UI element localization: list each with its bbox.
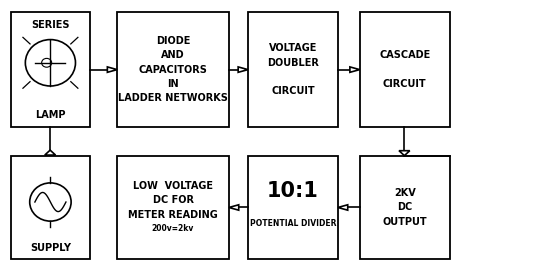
Polygon shape	[338, 205, 348, 210]
Polygon shape	[350, 67, 360, 72]
Text: 200v=2kv: 200v=2kv	[152, 224, 194, 233]
Text: CASCADE: CASCADE	[379, 51, 431, 60]
Text: CIRCUIT: CIRCUIT	[383, 79, 427, 89]
Text: DOUBLER: DOUBLER	[267, 58, 319, 67]
FancyBboxPatch shape	[360, 156, 450, 259]
Text: DC: DC	[397, 203, 412, 212]
Text: IN: IN	[167, 79, 179, 89]
Text: DIODE: DIODE	[156, 36, 190, 46]
Polygon shape	[399, 151, 410, 156]
Text: 2KV: 2KV	[394, 188, 415, 198]
Text: POTENTIAL DIVIDER: POTENTIAL DIVIDER	[250, 219, 336, 228]
FancyBboxPatch shape	[248, 12, 338, 127]
Text: OUTPUT: OUTPUT	[383, 217, 427, 227]
Polygon shape	[45, 150, 56, 155]
Text: AND: AND	[161, 51, 185, 60]
Polygon shape	[229, 205, 239, 210]
Text: DC FOR: DC FOR	[153, 195, 193, 205]
Text: LOW  VOLTAGE: LOW VOLTAGE	[133, 181, 213, 191]
FancyBboxPatch shape	[11, 156, 90, 259]
Text: LADDER NETWORKS: LADDER NETWORKS	[118, 93, 228, 103]
Text: SUPPLY: SUPPLY	[30, 242, 71, 253]
FancyBboxPatch shape	[117, 12, 229, 127]
Text: LAMP: LAMP	[35, 110, 65, 120]
Text: CAPACITORS: CAPACITORS	[138, 65, 208, 75]
Text: VOLTAGE: VOLTAGE	[269, 43, 317, 53]
FancyBboxPatch shape	[11, 12, 90, 127]
Text: 10:1: 10:1	[267, 181, 319, 201]
Text: METER READING: METER READING	[128, 210, 218, 219]
FancyBboxPatch shape	[248, 156, 338, 259]
FancyBboxPatch shape	[117, 156, 229, 259]
Text: SERIES: SERIES	[31, 20, 70, 31]
Polygon shape	[107, 67, 117, 72]
Text: CIRCUIT: CIRCUIT	[271, 86, 315, 96]
Polygon shape	[238, 67, 248, 72]
FancyBboxPatch shape	[360, 12, 450, 127]
